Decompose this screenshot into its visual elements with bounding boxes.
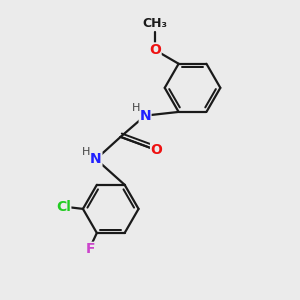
- Text: Cl: Cl: [56, 200, 71, 214]
- Text: H: H: [132, 103, 140, 113]
- Text: O: O: [151, 143, 163, 157]
- Text: N: N: [139, 109, 151, 123]
- Text: O: O: [149, 43, 161, 57]
- Text: N: N: [90, 152, 102, 166]
- Text: CH₃: CH₃: [142, 17, 168, 30]
- Text: H: H: [82, 147, 90, 157]
- Text: F: F: [85, 242, 95, 256]
